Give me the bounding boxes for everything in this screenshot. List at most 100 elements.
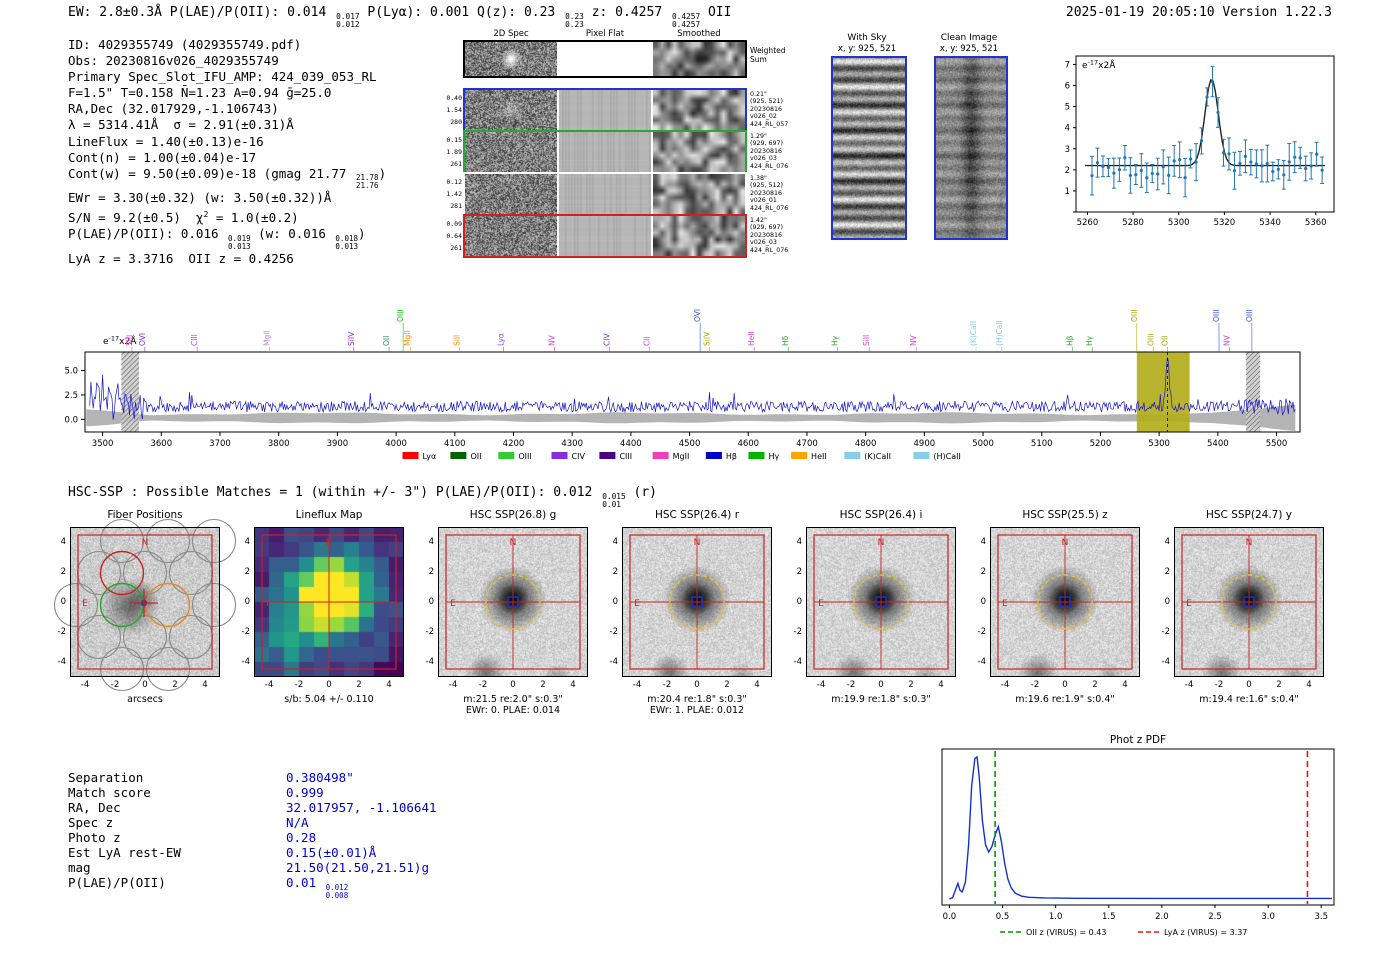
spec2d-img-r3-c2 [653, 174, 745, 214]
cutout-xtick: -4 [1184, 680, 1194, 690]
svg-text:4: 4 [1065, 124, 1070, 134]
timestamp-version-label: 2025-01-19 20:05:10 Version 1.22.3 [1065, 5, 1332, 20]
match-row-0: Separation 0.380498" [68, 770, 437, 785]
cutout-xtick: 4 [938, 680, 944, 690]
cutout-xtick: -4 [632, 680, 642, 690]
cutout-xtick: -2 [110, 680, 120, 690]
match-value: 0.28 [286, 830, 317, 845]
svg-text:5300: 5300 [1168, 218, 1190, 228]
sky-panel-frame [831, 56, 907, 240]
match-value: 0.380498" [286, 770, 354, 785]
cutout-caption: arcsecs [127, 694, 163, 705]
cutout-xtick: 0 [1062, 680, 1068, 690]
cutout-title: HSC SSP(26.4) i [839, 509, 923, 521]
cutout-xtick: -4 [448, 680, 458, 690]
cutout-xtick: 4 [202, 680, 208, 690]
match-label: P(LAE)/P(OII) [68, 875, 166, 890]
spec2d-row-2 [463, 130, 747, 174]
match-value: 0.01 0.012 0.008 [286, 875, 349, 900]
svg-text:N: N [1062, 538, 1069, 548]
cutout-xtick: 0 [142, 680, 148, 690]
sky-panel-subtitle: x, y: 925, 521 [939, 44, 999, 54]
svg-text:SiII: SiII [862, 335, 871, 346]
cutout-ytick: 0 [244, 597, 250, 607]
sky-panel-subtitle: x, y: 925, 521 [837, 44, 897, 54]
cutout-xtick: 0 [694, 680, 700, 690]
spec2d-row-weights: 0.40 1.54 280 [446, 94, 462, 126]
cutout-xtick: 4 [570, 680, 576, 690]
svg-text:Hγ: Hγ [768, 452, 779, 461]
cutout-xtick: 0 [326, 680, 332, 690]
cutout-caption: m:19.9 re:1.8" s:0.3" [831, 694, 931, 705]
svg-text:3.0: 3.0 [1261, 912, 1275, 922]
svg-text:4000: 4000 [385, 439, 407, 449]
svg-text:5320: 5320 [1214, 218, 1236, 228]
spec2d-row-weights: 0.09 0.64 261 [446, 220, 462, 252]
svg-text:CII: CII [643, 336, 652, 346]
cutout-xtick: 4 [1122, 680, 1128, 690]
spec2d-col-header: Pixel Flat [585, 29, 625, 39]
svg-text:2.0: 2.0 [1155, 912, 1169, 922]
spec2d-img-r0-c2 [653, 42, 745, 76]
svg-text:CIII: CIII [619, 452, 632, 461]
cutout-title: HSC SSP(26.8) g [469, 509, 557, 521]
svg-text:OVI: OVI [138, 333, 147, 346]
match-row-6: mag 21.50(21.50,21.51)g [68, 860, 437, 875]
spec2d-img-r2-c0 [465, 132, 557, 172]
cutout-overlay: NE [806, 527, 956, 677]
svg-text:SiIV: SiIV [703, 331, 712, 346]
cutout-xtick: 4 [386, 680, 392, 690]
svg-text:4800: 4800 [855, 439, 877, 449]
svg-text:(H)CaII: (H)CaII [995, 320, 1004, 346]
spec2d-img-r4-c0 [465, 216, 557, 256]
svg-text:E: E [1186, 599, 1192, 609]
spec2d-row-weights: 0.12 1.42 281 [446, 178, 462, 210]
cutout-title: HSC SSP(24.7) y [1205, 509, 1292, 521]
cutout-ytick: -4 [57, 657, 66, 667]
match-label: Spec z [68, 815, 114, 830]
cutout-xtick: -2 [1030, 680, 1040, 690]
info-line-2: Primary Spec_Slot_IFU_AMP: 424_039_053_R… [68, 69, 377, 85]
cutout-ytick: 2 [796, 567, 802, 577]
svg-text:Hγ: Hγ [1085, 335, 1094, 346]
svg-text:5100: 5100 [1031, 439, 1053, 449]
svg-text:3600: 3600 [150, 439, 172, 449]
svg-text:OIII: OIII [396, 309, 405, 322]
svg-text:NV: NV [548, 334, 557, 346]
spec2d-img-r4-c1 [559, 216, 651, 256]
hsc-match-summary-line: HSC-SSP : Possible Matches = 1 (within +… [68, 485, 658, 509]
cutout-ytick: 4 [612, 537, 618, 547]
svg-text:OIII: OIII [1146, 333, 1155, 346]
cutout-ytick: 4 [244, 537, 250, 547]
svg-text:5: 5 [1065, 103, 1070, 113]
svg-text:2.5: 2.5 [64, 391, 78, 401]
svg-text:Lyα: Lyα [497, 333, 506, 346]
svg-text:E: E [818, 599, 824, 609]
svg-text:OII z (VIRUS) = 0.43: OII z (VIRUS) = 0.43 [1026, 928, 1106, 937]
match-value: 21.50(21.50,21.51)g [286, 860, 429, 875]
cutout-xtick: 0 [1246, 680, 1252, 690]
svg-text:5200: 5200 [1090, 439, 1112, 449]
sky-image-canvas [833, 58, 905, 238]
match-row-2: RA, Dec 32.017957, -1.106641 [68, 800, 437, 815]
svg-text:1.5: 1.5 [1102, 912, 1116, 922]
svg-text:5260: 5260 [1077, 218, 1099, 228]
cutout-ytick: 0 [612, 597, 618, 607]
spec2d-row-annotation: 0.21" (925, 521) 20230816 v026_02 424_RL… [750, 91, 789, 128]
svg-text:4100: 4100 [444, 439, 466, 449]
cutout-title: HSC SSP(26.4) r [654, 509, 740, 521]
cutout-ytick: 2 [612, 567, 618, 577]
cutout-overlay: NE [622, 527, 772, 677]
svg-text:4400: 4400 [620, 439, 642, 449]
svg-text:Phot z PDF: Phot z PDF [1110, 734, 1166, 746]
phot-z-pdf-plot: Phot z PDF 0.0 0.5 1.0 1.5 2.0 2.5 3.0 3.5 OII z … [941, 734, 1335, 937]
svg-text:N: N [878, 538, 885, 548]
match-row-1: Match score 0.999 [68, 785, 437, 800]
cutout-ytick: -2 [977, 627, 986, 637]
svg-text:4600: 4600 [737, 439, 759, 449]
